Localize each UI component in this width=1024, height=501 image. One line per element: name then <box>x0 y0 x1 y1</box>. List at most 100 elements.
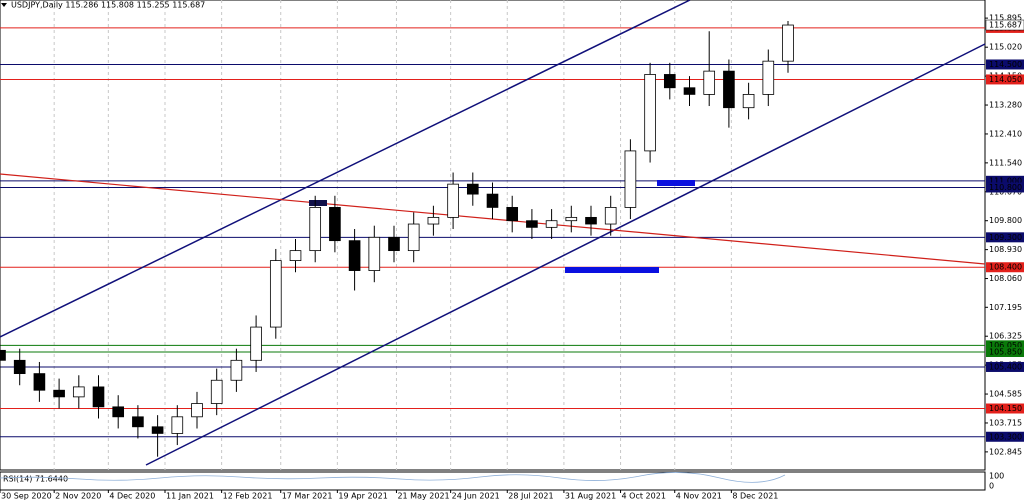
candle-body <box>624 150 637 208</box>
plot-frame <box>0 0 986 471</box>
candle-body <box>132 416 144 428</box>
current-price-label: 115.687 <box>989 21 1022 30</box>
x-tick-label: 30 Sep 2020 <box>1 492 52 501</box>
level-label: 110.800 <box>989 183 1022 192</box>
y-tick-label: 102.845 <box>989 447 1022 456</box>
level-label-box <box>986 340 1024 351</box>
y-tick-label: 103.715 <box>989 418 1022 427</box>
y-tick-label: 106.325 <box>989 332 1022 341</box>
level-label: 106.050 <box>989 341 1022 350</box>
level-label-box <box>986 182 1024 193</box>
candle-body <box>329 207 341 242</box>
chart-title: USDJPY,Daily 115.286 115.808 115.255 115… <box>11 1 205 10</box>
indicator-tick: 0 <box>989 482 994 491</box>
channel-line-lower <box>145 43 986 466</box>
level-label: 105.850 <box>989 348 1022 357</box>
candle-body <box>92 386 105 408</box>
candle-body <box>506 207 519 222</box>
level-label-box <box>986 361 1024 372</box>
x-tick-label: 11 Jan 2021 <box>166 492 214 501</box>
candle-body <box>644 74 656 152</box>
candle-body <box>191 403 203 418</box>
candle-body <box>388 236 400 252</box>
y-tick-label: 115.020 <box>989 43 1022 52</box>
candle-body <box>427 216 440 225</box>
zone <box>565 267 659 273</box>
x-tick-label: 19 Apr 2021 <box>338 492 387 501</box>
level-label: 108.400 <box>989 263 1022 272</box>
candle-body <box>683 87 696 95</box>
x-tick-label: 8 Dec 2021 <box>732 492 778 501</box>
level-label-box <box>986 403 1024 414</box>
candle-body <box>348 240 361 271</box>
candle-body <box>762 60 775 95</box>
candle-body <box>171 416 184 434</box>
candle-body <box>585 216 597 225</box>
x-tick-label: 2 Nov 2020 <box>55 492 101 501</box>
x-tick-label: 28 Jul 2021 <box>508 492 553 501</box>
y-tick-label: 115.895 <box>989 14 1022 23</box>
candle-body <box>53 389 65 398</box>
candle-body <box>407 223 420 252</box>
x-tick-label: 31 Aug 2021 <box>565 492 616 501</box>
x-tick-label: 17 Mar 2021 <box>282 492 333 501</box>
candle-body <box>723 70 735 109</box>
level-label-box <box>986 74 1024 85</box>
candle-body <box>13 359 26 375</box>
level-label-box <box>986 232 1024 243</box>
current-price-box <box>985 19 1024 31</box>
candle-body <box>703 70 716 95</box>
level-label-box <box>986 431 1024 442</box>
zone <box>657 180 695 186</box>
candle-body <box>230 359 243 381</box>
level-label: 109.300 <box>989 233 1022 242</box>
x-tick-label: 21 May 2021 <box>397 492 449 501</box>
candle-body <box>0 349 6 361</box>
y-tick-label: 112.410 <box>989 129 1022 138</box>
candle-body <box>72 386 85 398</box>
candle-body <box>289 250 302 261</box>
zone <box>309 200 327 206</box>
candle-body <box>782 24 794 62</box>
level-label: 111.000 <box>989 176 1022 185</box>
y-tick-label: 108.930 <box>989 245 1022 254</box>
candle-body <box>309 207 322 252</box>
levels-layer <box>0 27 985 438</box>
candle-body <box>545 220 558 228</box>
candle-body <box>112 406 125 418</box>
candle-body <box>466 183 479 195</box>
indicator-frame <box>0 471 986 491</box>
y-tick-label: 108.060 <box>989 274 1022 283</box>
candles-layer <box>0 20 794 457</box>
y-tick-label: 113.280 <box>989 101 1022 110</box>
candle-body <box>33 373 46 391</box>
y-tick-label: 107.195 <box>989 303 1022 312</box>
candle-body <box>269 260 282 328</box>
indicator-tick: 100 <box>989 472 1004 481</box>
candle-body <box>526 220 538 228</box>
level-label: 105.400 <box>989 362 1022 371</box>
x-tick-label: 12 Feb 2021 <box>223 492 273 501</box>
indicator-line <box>0 472 786 483</box>
indicator-label: RSI(14) 71.6440 <box>3 475 68 484</box>
candle-body <box>447 183 459 218</box>
y-tick-label: 104.585 <box>989 390 1022 399</box>
candle-body <box>604 207 617 225</box>
candle-body <box>250 326 262 361</box>
level-label: 114.050 <box>989 75 1022 84</box>
candle-body <box>742 93 755 109</box>
level-label-box <box>986 175 1024 186</box>
candle-body <box>368 236 381 271</box>
y-tick-label: 111.540 <box>989 158 1022 167</box>
x-tick-label: 4 Oct 2021 <box>622 492 666 501</box>
candle-body <box>210 379 223 404</box>
level-label-box <box>986 262 1024 273</box>
level-label: 114.500 <box>989 60 1022 69</box>
candle-body <box>663 74 676 89</box>
x-tick-label: 24 Jun 2021 <box>452 492 500 501</box>
y-tick-label: 109.800 <box>989 216 1022 225</box>
channel-line-upper <box>0 0 691 338</box>
menu-arrow[interactable] <box>1 3 7 7</box>
